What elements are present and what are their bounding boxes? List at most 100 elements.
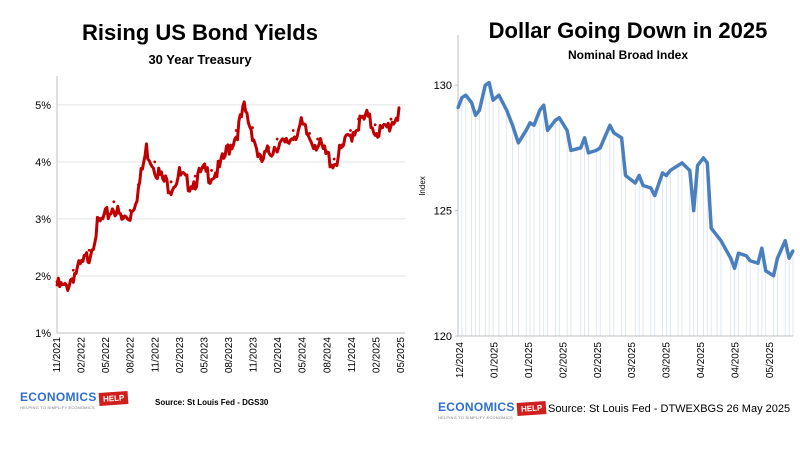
data-point (483, 83, 487, 87)
data-point (112, 200, 116, 204)
data-point (365, 111, 369, 115)
data-point (705, 161, 709, 165)
series-line (55, 100, 401, 292)
logo-tag: HELP (98, 390, 129, 407)
data-point (715, 234, 719, 238)
logo-word: ECONOMICS (438, 400, 515, 414)
x-tick-label: 05/2025 (765, 342, 776, 379)
y-tick-label: 130 (434, 80, 452, 92)
data-point (569, 148, 573, 152)
y-tick-label: 2% (35, 271, 51, 283)
data-point (542, 103, 546, 107)
y-tick-label: 125 (434, 206, 452, 218)
data-point (641, 184, 645, 187)
data-point (612, 131, 616, 135)
data-point (389, 117, 393, 121)
data-point (505, 108, 509, 112)
data-point (340, 143, 344, 147)
data-point (283, 140, 287, 144)
x-tick-label: 12/2024 (455, 342, 466, 379)
data-point (201, 166, 205, 169)
data-point (598, 146, 602, 150)
x-tick-label: 03/2025 (627, 342, 638, 379)
data-point (664, 173, 668, 177)
data-point (128, 208, 132, 212)
x-tick-label: 04/2025 (731, 342, 742, 379)
x-tick-label: 08/2022 (126, 337, 137, 374)
data-point (791, 249, 795, 253)
data-point (291, 129, 295, 132)
data-point (579, 146, 583, 150)
data-point (653, 194, 657, 198)
dollar-index-panel: Dollar Going Down in 2025 Nominal Broad … (408, 0, 800, 450)
data-point (357, 117, 360, 121)
x-tick-label: 05/2024 (298, 337, 309, 374)
data-point (756, 261, 760, 265)
data-point (553, 118, 557, 122)
data-point (470, 101, 474, 105)
data-point (719, 239, 723, 243)
x-tick-label: 02/2025 (558, 342, 569, 379)
logo-tag: HELP (516, 400, 547, 417)
chart-title: Dollar Going Down in 2025 (488, 18, 768, 43)
data-point (242, 103, 246, 107)
data-point (96, 220, 99, 224)
data-point (316, 137, 319, 141)
data-point (624, 173, 627, 177)
data-point (696, 163, 700, 167)
x-tick-label: 08/2024 (322, 337, 333, 374)
data-point (456, 106, 460, 110)
data-point (772, 274, 776, 278)
data-point (557, 116, 561, 120)
data-point (177, 169, 181, 172)
data-point (55, 280, 59, 284)
x-tick-label: 02/2023 (175, 337, 186, 374)
data-point (381, 126, 385, 130)
data-point (234, 129, 238, 132)
data-point (193, 174, 197, 178)
x-tick-label: 01/2025 (489, 342, 500, 379)
x-tick-label: 08/2023 (224, 337, 235, 374)
y-tick-label: 120 (434, 331, 452, 343)
bond-yields-panel: Rising US Bond Yields 30 Year Treasury 1… (20, 20, 407, 410)
x-tick-label: 11/2021 (52, 337, 63, 373)
data-point (680, 161, 684, 165)
logo-word: ECONOMICS (20, 390, 97, 404)
data-point (692, 209, 696, 213)
data-point (661, 171, 665, 175)
x-tick-label: 02/2024 (273, 337, 284, 374)
data-point (637, 173, 641, 177)
data-point (308, 131, 311, 135)
data-point (748, 259, 752, 263)
economics-help-logo: ECONOMICS HELP (20, 390, 129, 407)
x-tick-label: 05/2022 (101, 337, 112, 374)
y-tick-label: 4% (35, 157, 51, 169)
data-point (701, 156, 705, 160)
chart-subtitle: 30 Year Treasury (148, 52, 252, 67)
x-tick-label: 04/2025 (696, 342, 707, 379)
data-point (546, 128, 550, 132)
x-tick-label: 03/2025 (662, 342, 673, 379)
x-tick-label: 02/2025 (371, 337, 382, 374)
y-axis-label: Index (418, 176, 427, 196)
data-point (87, 248, 91, 252)
data-point (608, 123, 612, 127)
data-point (349, 129, 352, 132)
x-tick-label: 05/2023 (199, 337, 210, 374)
data-point (633, 181, 637, 185)
data-point (161, 174, 165, 178)
data-point (71, 268, 75, 272)
data-point (259, 157, 262, 161)
chart-title: Rising US Bond Yields (82, 20, 318, 45)
data-point (332, 157, 336, 161)
data-point (226, 143, 230, 147)
data-point (299, 120, 303, 124)
data-point (80, 260, 84, 264)
data-point (764, 269, 768, 273)
y-tick-label: 5% (35, 100, 51, 112)
data-point (104, 211, 107, 215)
data-point (787, 256, 791, 260)
data-point (491, 98, 495, 102)
data-point (516, 141, 520, 145)
data-point (583, 136, 587, 140)
